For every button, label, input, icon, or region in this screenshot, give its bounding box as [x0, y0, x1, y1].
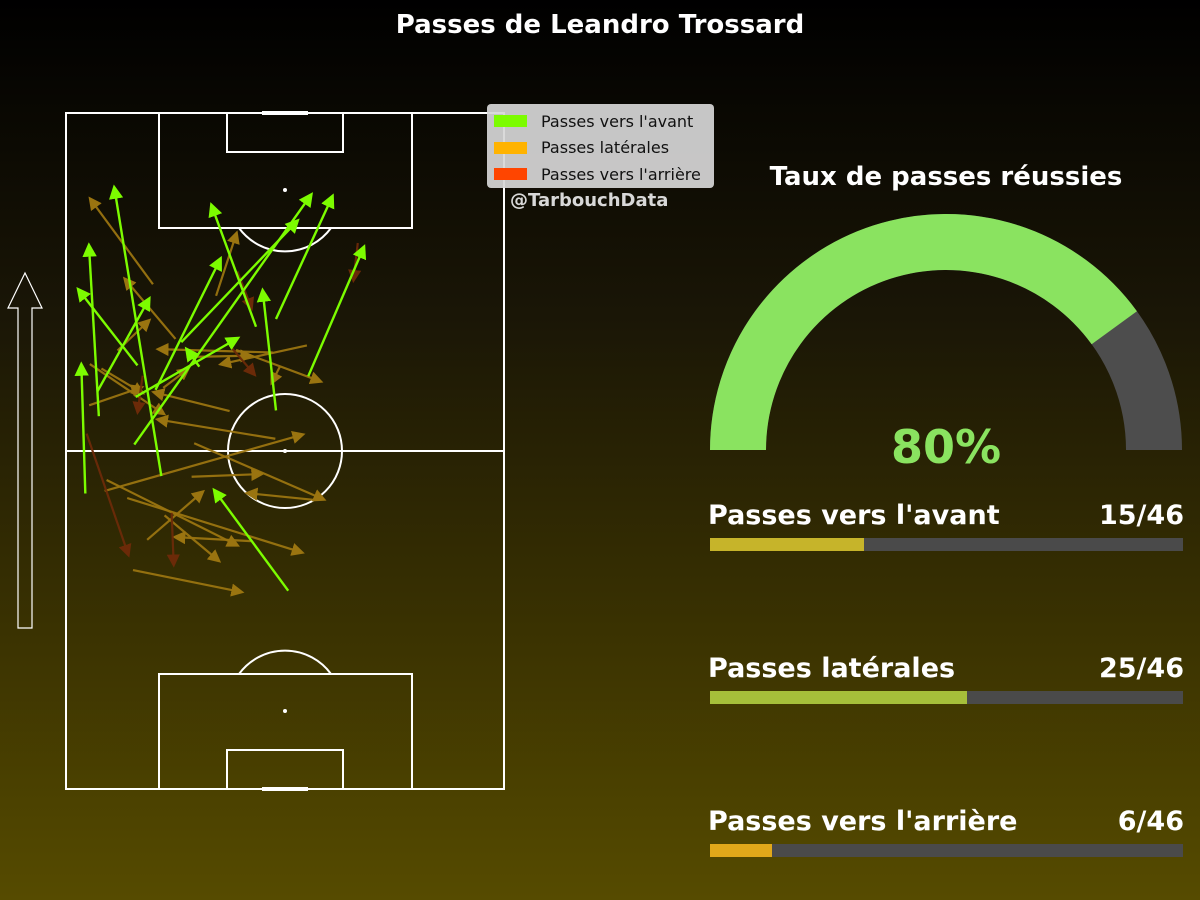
- stat-count-lateral: 25/46: [1098, 653, 1184, 684]
- pass-arrow-forward: [74, 361, 89, 494]
- pitch-lines: [65, 111, 505, 791]
- bottom-penalty-spot: [283, 709, 287, 713]
- pass-arrow-lateral: [244, 487, 315, 502]
- legend-label-lateral: Passes latérales: [541, 138, 670, 158]
- pass-arrow-forward: [76, 286, 139, 367]
- pass-arrow-backward: [166, 512, 180, 568]
- stat-count-backward: 6/46: [1117, 806, 1184, 837]
- pass-arrow-backward: [132, 375, 146, 416]
- pass-arrow-forward: [154, 255, 222, 391]
- pass-arrow-forward: [184, 346, 201, 368]
- top-six-yard-box: [226, 112, 344, 153]
- top-penalty-box: [158, 112, 413, 229]
- bottom-penalty-arc: [238, 649, 332, 675]
- pass-arrow-forward: [256, 287, 278, 411]
- stat-label-lateral: Passes latérales: [708, 653, 956, 684]
- attack-direction-arrow: [7, 271, 43, 629]
- watermark: @TarbouchData: [510, 190, 669, 211]
- pass-arrow-forward: [212, 487, 290, 592]
- bottom-penalty-box: [158, 673, 413, 790]
- centre-circle: [227, 393, 343, 509]
- legend-swatch-forward: [494, 115, 527, 128]
- pass-arrow-lateral: [235, 348, 324, 385]
- pass-arrow-lateral: [104, 431, 306, 492]
- success-rate-gauge: [710, 214, 1182, 451]
- stat-bar-forward: [710, 538, 1183, 551]
- gauge-value: 80%: [890, 420, 1002, 474]
- legend-item-backward: Passes vers l'arrière: [494, 161, 714, 188]
- pass-arrow-forward: [274, 193, 335, 320]
- pass-arrow-forward: [109, 184, 163, 477]
- pass-arrow-backward: [85, 433, 132, 558]
- stat-bar-backward: [710, 844, 1183, 857]
- pass-arrow-forward: [96, 295, 151, 392]
- gauge-fill: [710, 214, 1137, 451]
- centre-spot: [283, 449, 287, 453]
- legend: Passes vers l'avant Passes latérales Pas…: [487, 104, 714, 188]
- legend-item-lateral: Passes latérales: [494, 135, 714, 162]
- chart-title: Passes de Leandro Trossard: [395, 10, 805, 40]
- pass-arrow-lateral: [162, 367, 191, 389]
- pass-arrow-forward: [180, 218, 300, 344]
- pass-arrow-forward: [134, 336, 241, 398]
- legend-item-forward: Passes vers l'avant: [494, 108, 714, 135]
- stat-bar-lateral: [710, 691, 1183, 704]
- pass-arrow-lateral: [218, 344, 308, 369]
- legend-label-backward: Passes vers l'arrière: [541, 164, 701, 184]
- top-penalty-arc: [238, 227, 332, 253]
- stat-count-forward: 15/46: [1098, 500, 1184, 531]
- pass-map: [7, 111, 505, 791]
- pass-arrow-lateral: [172, 531, 251, 545]
- stat-label-backward: Passes vers l'arrière: [708, 806, 1018, 837]
- stat-bar-fill-lateral: [710, 691, 968, 704]
- pass-arrow-lateral: [126, 496, 305, 556]
- pass-arrow-lateral: [270, 366, 283, 386]
- bottom-six-yard-box: [226, 749, 344, 790]
- pass-arrow-lateral: [193, 442, 327, 502]
- pass-arrow-lateral: [215, 230, 240, 297]
- pass-arrow-forward: [82, 242, 101, 417]
- top-penalty-spot: [283, 188, 287, 192]
- stat-label-forward: Passes vers l'avant: [708, 500, 1000, 531]
- legend-label-forward: Passes vers l'avant: [541, 111, 694, 131]
- stat-bar-fill-forward: [710, 538, 865, 551]
- pass-arrow-lateral: [154, 414, 276, 440]
- legend-swatch-lateral: [494, 141, 527, 154]
- pass-arrow-lateral: [132, 569, 245, 597]
- pass-arrow-forward: [208, 202, 258, 328]
- passes-layer: [74, 184, 367, 597]
- stat-bar-fill-backward: [710, 844, 772, 857]
- pass-arrow-lateral: [122, 276, 177, 340]
- gauge-title: Taux de passes réussies: [769, 162, 1123, 192]
- legend-swatch-backward: [494, 168, 527, 181]
- pass-arrow-forward: [307, 244, 367, 377]
- pass-arrow-lateral: [146, 489, 205, 541]
- pass-arrow-lateral: [191, 467, 265, 482]
